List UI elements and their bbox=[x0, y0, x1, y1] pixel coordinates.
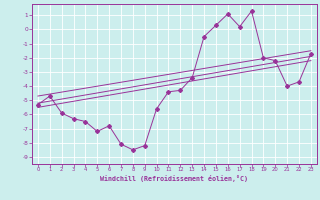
X-axis label: Windchill (Refroidissement éolien,°C): Windchill (Refroidissement éolien,°C) bbox=[100, 175, 248, 182]
